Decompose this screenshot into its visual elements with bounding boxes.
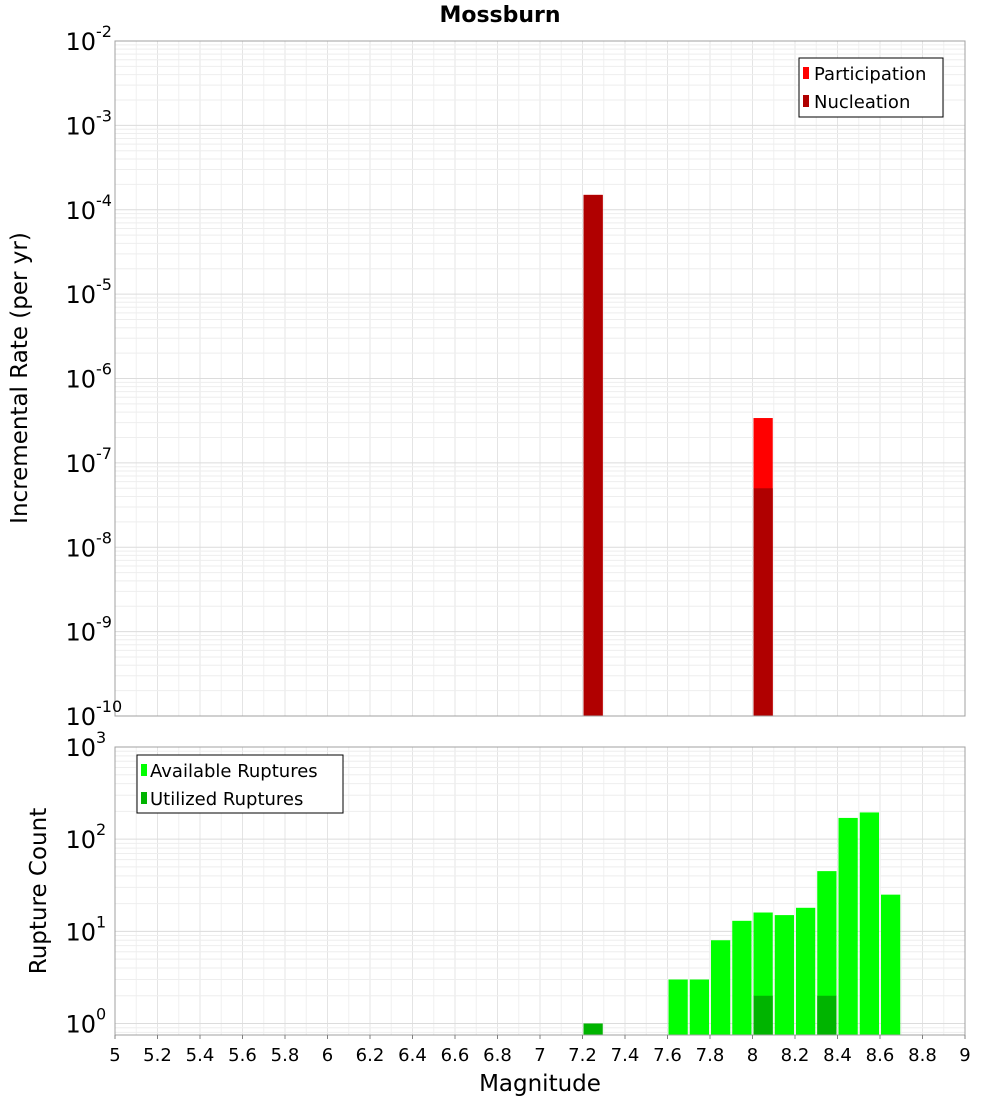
x-tick-label: 6.2	[356, 1045, 385, 1066]
y-tick-exponent: -3	[96, 106, 112, 125]
y-tick-label: 10	[65, 918, 96, 946]
bar	[711, 940, 731, 1035]
x-tick-label: 6	[322, 1045, 333, 1066]
y-tick-exponent: 1	[96, 912, 106, 931]
bar	[753, 995, 773, 1035]
x-tick-label: 5.4	[186, 1045, 215, 1066]
y-tick-exponent: -5	[96, 275, 112, 294]
bar	[583, 1023, 603, 1035]
legend-label-utilized: Utilized Ruptures	[150, 789, 303, 810]
y-tick-label: 10	[65, 28, 96, 56]
count-y-axis-label: Rupture Count	[26, 808, 52, 974]
rate-legend: Participation Nucleation	[798, 57, 944, 118]
bar	[774, 915, 794, 1035]
x-tick-label: 6.4	[398, 1045, 427, 1066]
bar	[732, 920, 752, 1035]
x-tick-label: 8.4	[823, 1045, 852, 1066]
bar	[689, 979, 709, 1035]
y-tick-exponent: -4	[96, 191, 112, 210]
y-tick-exponent: 2	[96, 820, 106, 839]
count-legend: Available Ruptures Utilized Ruptures	[136, 754, 344, 814]
y-tick-label: 10	[65, 826, 96, 854]
y-tick-label: 10	[65, 112, 96, 140]
bar	[583, 194, 603, 716]
x-tick-label: 8.2	[781, 1045, 810, 1066]
x-tick-label: 6.6	[441, 1045, 470, 1066]
count-bars	[583, 812, 901, 1035]
x-tick-label: 8.6	[866, 1045, 895, 1066]
x-tick-label: 5.6	[228, 1045, 257, 1066]
x-tick-label: 7.2	[568, 1045, 597, 1066]
legend-swatch-nucleation	[803, 95, 809, 107]
y-tick-exponent: 3	[96, 728, 106, 747]
rate-legend-box	[798, 57, 944, 118]
x-tick-label: 5.8	[271, 1045, 300, 1066]
y-tick-label: 10	[65, 281, 96, 309]
x-axis-label: Magnitude	[479, 1071, 601, 1097]
y-tick-exponent: -8	[96, 528, 112, 547]
rate-grid	[114, 40, 966, 717]
y-tick-label: 10	[65, 197, 96, 225]
y-tick-exponent: -7	[96, 444, 112, 463]
y-tick-exponent: -9	[96, 613, 112, 632]
bar	[817, 871, 837, 1035]
y-tick-label: 10	[65, 450, 96, 478]
x-tick-label: 5.2	[143, 1045, 172, 1066]
y-tick-exponent: -6	[96, 360, 112, 379]
x-tick-label: 6.8	[483, 1045, 512, 1066]
bar	[838, 817, 858, 1035]
rate-plot-frame	[114, 40, 966, 717]
y-tick-label: 10	[65, 619, 96, 647]
x-tick-label: 7.8	[696, 1045, 725, 1066]
bar	[881, 894, 901, 1035]
legend-swatch-participation	[803, 67, 809, 79]
rate-bars	[583, 194, 773, 716]
rate-y-axis-label: Incremental Rate (per yr)	[7, 232, 33, 524]
bar	[668, 979, 688, 1035]
x-tick-label: 7.4	[611, 1045, 640, 1066]
x-tick-label: 8	[747, 1045, 758, 1066]
x-tick-label: 8.8	[908, 1045, 937, 1066]
bar	[859, 812, 879, 1035]
legend-label-available: Available Ruptures	[150, 761, 318, 782]
y-tick-exponent: 0	[96, 1004, 106, 1023]
legend-label-nucleation: Nucleation	[814, 92, 910, 113]
x-tick-label: 5	[109, 1045, 120, 1066]
count-legend-box	[136, 754, 344, 814]
bar	[796, 907, 816, 1035]
bar	[753, 488, 773, 716]
legend-label-participation: Participation	[814, 64, 926, 85]
y-tick-label: 10	[65, 1010, 96, 1038]
legend-swatch-available	[141, 764, 147, 776]
y-tick-label: 10	[65, 366, 96, 394]
y-tick-exponent: -2	[96, 22, 112, 41]
y-tick-label: 10	[65, 734, 96, 762]
x-tick-label: 9	[959, 1045, 970, 1066]
chart-title: Mossburn	[439, 3, 560, 28]
bar	[817, 995, 837, 1035]
y-tick-label: 10	[65, 703, 96, 731]
x-tick-label: 7.6	[653, 1045, 682, 1066]
y-tick-exponent: -10	[96, 697, 122, 716]
legend-swatch-utilized	[141, 792, 147, 804]
x-ticks: 5 5.2 5.4 5.6 5.8 6 6.2 6.4 6.6 6.8 7 7.2 7.4 7.6 7.8 8…	[109, 1035, 971, 1066]
y-tick-label: 10	[65, 534, 96, 562]
x-tick-label: 7	[534, 1045, 545, 1066]
